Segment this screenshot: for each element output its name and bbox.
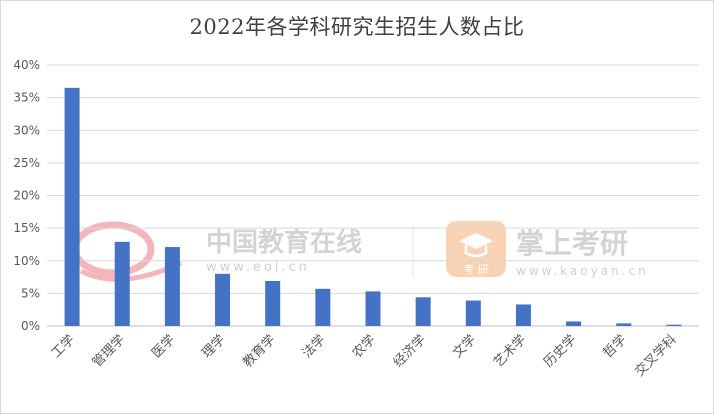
- x-tick-label: 农学: [349, 332, 379, 362]
- bar: [465, 300, 481, 326]
- x-tick-label: 交叉学科: [632, 332, 680, 380]
- y-tick-label: 20%: [13, 189, 40, 203]
- x-tick-label: 艺术学: [490, 332, 529, 371]
- bar: [164, 247, 180, 326]
- x-tick-label: 工学: [48, 332, 78, 362]
- eol-watermark-url: www.eol.cn: [206, 260, 310, 275]
- bar-series: [64, 87, 682, 327]
- y-tick-label: 25%: [13, 156, 40, 170]
- bar: [666, 324, 682, 326]
- x-tick-label: 理学: [199, 332, 229, 362]
- x-tick-label: 教育学: [240, 332, 279, 371]
- bar: [365, 291, 381, 326]
- bar: [515, 304, 531, 326]
- y-tick-label: 0%: [21, 319, 40, 333]
- y-tick-label: 35%: [13, 91, 40, 105]
- y-tick-label: 15%: [13, 221, 40, 235]
- bar: [315, 288, 331, 326]
- bar: [215, 273, 231, 326]
- kaoyan-logo-text: 考 研: [463, 263, 489, 276]
- bar: [415, 297, 431, 326]
- x-tick-label: 医学: [149, 332, 179, 362]
- x-axis: 工学 管理学 医学 理学 教育学 法学 农学 经济学 文学 艺术学 历史学 哲学 交叉学科: [48, 332, 680, 380]
- x-tick-label: 经济学: [390, 332, 429, 371]
- bar: [114, 241, 130, 326]
- x-tick-label: 文学: [449, 332, 479, 362]
- x-tick-label: 法学: [299, 332, 329, 362]
- bar: [616, 323, 632, 326]
- eol-watermark-brand: 中国教育在线: [206, 227, 362, 258]
- x-tick-label: 管理学: [89, 332, 128, 371]
- kaoyan-watermark-brand: 掌上考研: [516, 227, 628, 260]
- kaoyan-watermark-logo: 考 研: [446, 221, 506, 277]
- y-tick-label: 30%: [13, 123, 40, 137]
- y-tick-label: 40%: [13, 58, 40, 72]
- y-tick-label: 10%: [13, 254, 40, 268]
- bar: [64, 87, 80, 327]
- kaoyan-watermark-url: www.kaoyan.cn: [516, 264, 649, 278]
- y-axis: 0% 5% 10% 15% 20% 25% 30% 35% 40%: [13, 58, 40, 333]
- bar: [566, 321, 582, 326]
- eol-swoosh-icon: [71, 221, 155, 277]
- y-tick-label: 5%: [21, 286, 40, 300]
- chart-title: 2022年各学科研究生招生人数占比: [189, 15, 525, 39]
- bar: [265, 280, 281, 326]
- x-tick-label: 哲学: [600, 332, 630, 362]
- x-tick-label: 历史学: [541, 332, 580, 371]
- graduation-cap-icon: [446, 221, 506, 277]
- grid-lines: [47, 64, 699, 327]
